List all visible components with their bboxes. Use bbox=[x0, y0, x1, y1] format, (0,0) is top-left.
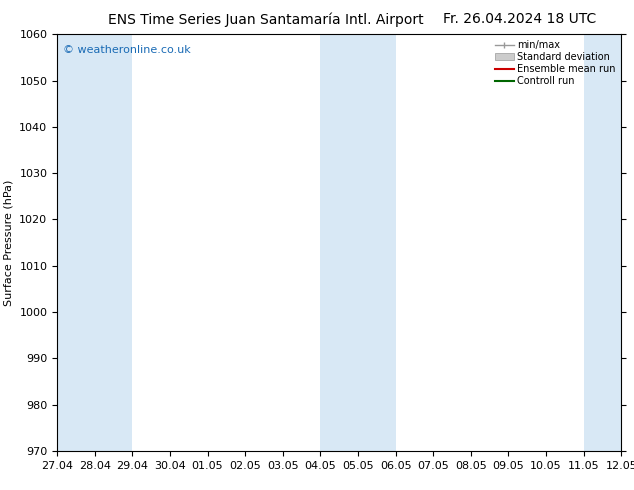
Text: Fr. 26.04.2024 18 UTC: Fr. 26.04.2024 18 UTC bbox=[443, 12, 597, 26]
Text: © weatheronline.co.uk: © weatheronline.co.uk bbox=[63, 45, 190, 55]
Legend: min/max, Standard deviation, Ensemble mean run, Controll run: min/max, Standard deviation, Ensemble me… bbox=[491, 36, 619, 90]
Bar bbox=[57, 34, 133, 451]
Text: ENS Time Series Juan Santamaría Intl. Airport: ENS Time Series Juan Santamaría Intl. Ai… bbox=[108, 12, 424, 27]
Y-axis label: Surface Pressure (hPa): Surface Pressure (hPa) bbox=[4, 179, 14, 306]
Bar bbox=[320, 34, 396, 451]
Bar bbox=[584, 34, 621, 451]
